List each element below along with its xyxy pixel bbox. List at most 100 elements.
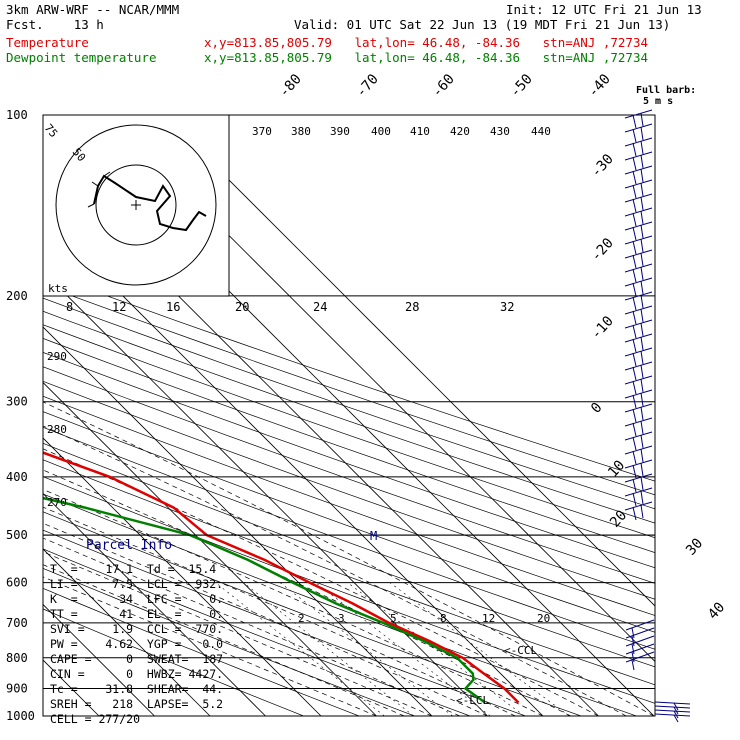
wind-barb (624, 151, 653, 161)
parcel-line: CELL = 277/20 (50, 712, 141, 726)
wind-barb (632, 198, 637, 213)
wind-barb (624, 403, 653, 413)
hodograph-speed-label: 12 (112, 300, 126, 314)
wind-barb (654, 705, 691, 709)
theta-label: 400 (371, 125, 391, 138)
hodograph-unit-label: kts (48, 282, 68, 295)
wind-barb (631, 651, 635, 663)
wind-barb (640, 336, 644, 351)
theta-label: 420 (450, 125, 470, 138)
wind-barb (632, 310, 637, 325)
mixing-ratio-label: 5 (390, 612, 397, 625)
forecast-hour: Fcst. 13 h (6, 17, 104, 32)
isotherm-label: -10 (588, 313, 617, 343)
isotherm-line (43, 270, 488, 716)
wind-barb (632, 142, 637, 157)
wind-barb (640, 224, 644, 239)
isotherm-label: 40 (705, 599, 728, 622)
model-title: 3km ARW-WRF -- NCAR/MMM (6, 2, 180, 17)
wind-barb (624, 333, 653, 343)
dry-adiabat (43, 284, 655, 496)
theta-label: 370 (252, 125, 272, 138)
wind-barb (640, 364, 644, 379)
hodograph-speed-label: 24 (313, 300, 327, 314)
dry-adiabat (43, 529, 526, 716)
theta-label: 390 (330, 125, 350, 138)
isotherm-label: -80 (276, 71, 305, 101)
pressure-tick-label: 500 (6, 528, 28, 542)
wind-barb (632, 422, 637, 437)
wind-barb (631, 643, 635, 655)
m-marker: M (370, 529, 377, 543)
wind-barb (640, 462, 644, 477)
dry-adiabat (43, 548, 471, 716)
wind-barb (625, 643, 655, 655)
wind-barb (640, 322, 644, 337)
pressure-tick-label: 300 (6, 395, 28, 409)
theta-label: 280 (47, 423, 67, 436)
isotherm-label: -60 (429, 71, 458, 101)
dry-adiabat (43, 511, 582, 716)
wind-barbs (624, 109, 691, 723)
wind-barb (632, 170, 637, 185)
wind-barb (673, 714, 679, 723)
wind-barb (625, 619, 655, 631)
wind-barb (640, 434, 644, 449)
valid-time: Valid: 01 UTC Sat 22 Jun 13 (19 MDT Fri … (294, 17, 671, 32)
wind-barb (632, 212, 637, 227)
wind-barb (654, 713, 691, 717)
wind-barb (624, 221, 653, 231)
wind-barb (640, 392, 644, 407)
wind-key-unit: 5 m s (643, 96, 673, 107)
wind-barb (632, 464, 637, 479)
wind-barb (640, 504, 644, 519)
theta-label: 440 (531, 125, 551, 138)
wind-barb (632, 324, 637, 339)
dewpoint-location: x,y=813.85,805.79 lat,lon= 46.48, -84.36… (204, 50, 649, 65)
wind-barb (624, 207, 653, 217)
wind-barb (640, 112, 644, 127)
dry-adiabat (43, 297, 655, 510)
mixing-ratio-line (347, 582, 525, 716)
wind-barb (640, 350, 644, 365)
moist-adiabat (43, 522, 488, 716)
mixing-ratio-line (280, 582, 453, 716)
wind-barb (640, 448, 644, 463)
hodograph-trace (93, 174, 207, 232)
isotherm-label: -20 (588, 235, 617, 265)
wind-barb (632, 156, 637, 171)
pressure-tick-label: 800 (6, 651, 28, 665)
moist-adiabat (43, 489, 544, 716)
dry-adiabat (43, 608, 304, 716)
wind-barb (654, 701, 691, 705)
wind-barb (632, 254, 637, 269)
isotherm-line (43, 492, 266, 716)
isotherm-line (43, 437, 322, 716)
theta-label: 290 (47, 350, 67, 363)
dry-adiabat (43, 310, 655, 524)
isotherm-label: -70 (353, 71, 382, 101)
dewpoint-trace (43, 496, 486, 704)
ccl-marker: <-CCL (504, 644, 537, 657)
wind-barb (632, 268, 637, 283)
parcel-line: PW = 4.62 YGP = 0.0 (50, 637, 224, 651)
wind-barb (632, 226, 637, 241)
wind-barb (640, 238, 644, 253)
moist-adiabat (43, 401, 655, 716)
parcel-line: TT = 41 EL = 0. (50, 607, 224, 621)
wind-barb (631, 627, 635, 639)
dry-adiabat (43, 395, 655, 616)
wind-barb (673, 706, 679, 715)
pressure-tick-label: 100 (6, 108, 28, 122)
wind-barb (640, 406, 644, 421)
wind-barb (673, 710, 679, 719)
moist-adiabat (43, 576, 377, 716)
mixing-ratio-label: 8 (440, 612, 447, 625)
wind-barb (624, 473, 653, 483)
hodograph-ticks (87, 171, 111, 208)
dry-adiabat (43, 366, 655, 584)
wind-barb (632, 478, 637, 493)
wind-barb (632, 492, 637, 507)
parcel-line: CIN = 0 HWBZ= 4427. (50, 667, 224, 681)
